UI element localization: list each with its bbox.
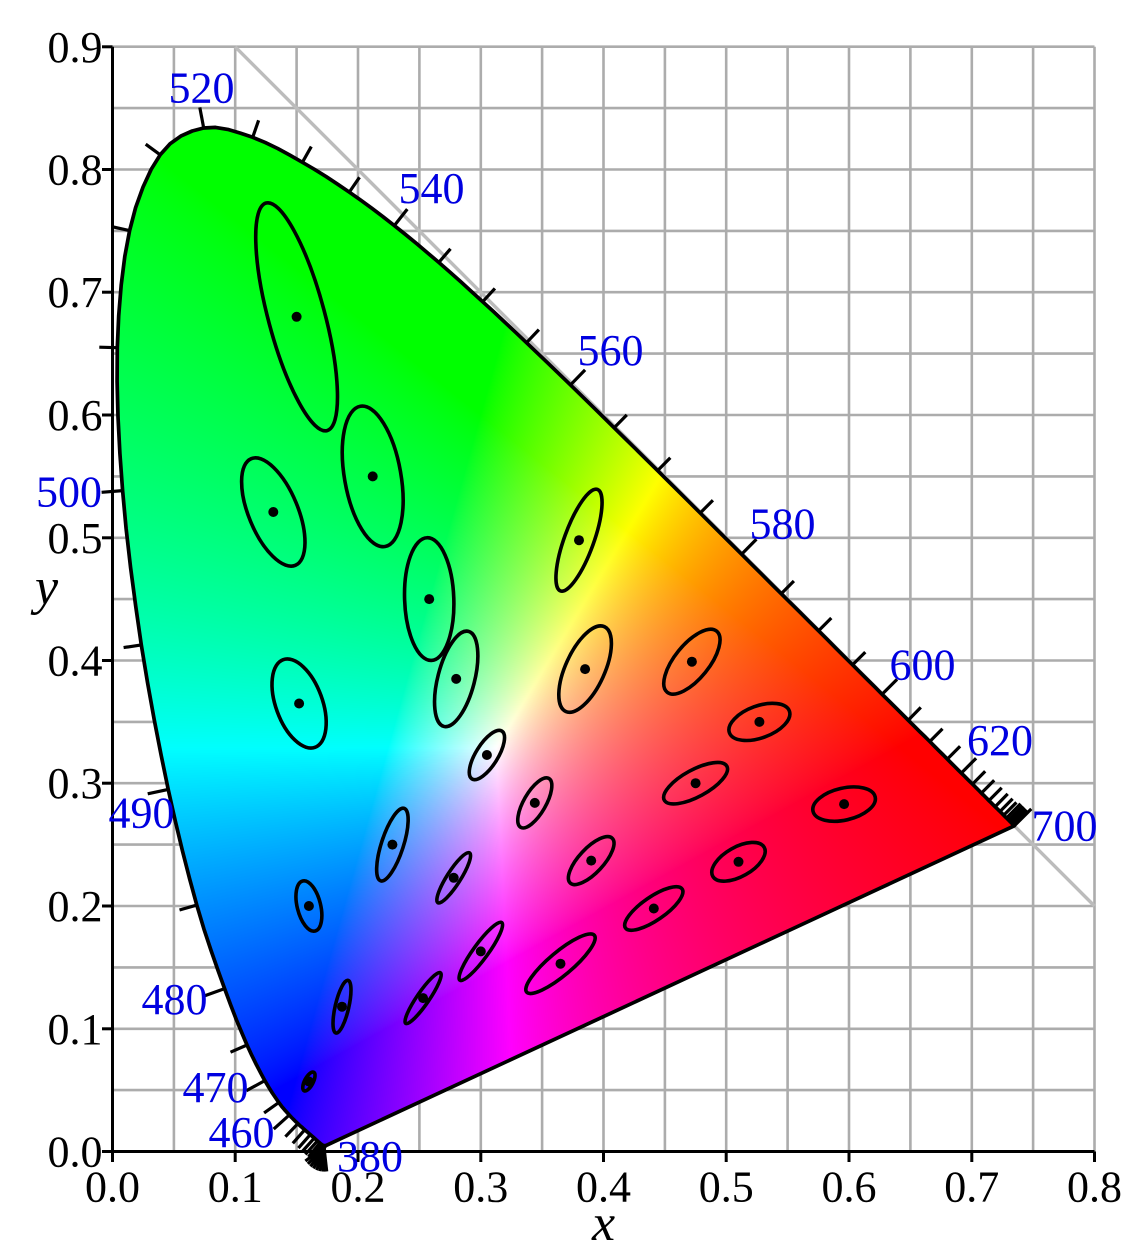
- svg-text:0.7: 0.7: [48, 268, 103, 317]
- svg-text:480: 480: [142, 975, 208, 1024]
- svg-text:0.0: 0.0: [85, 1163, 140, 1212]
- svg-text:460: 460: [209, 1108, 275, 1157]
- svg-text:0.4: 0.4: [576, 1163, 631, 1212]
- svg-text:0.3: 0.3: [48, 759, 103, 808]
- svg-text:0.5: 0.5: [699, 1163, 754, 1212]
- svg-text:0.6: 0.6: [48, 391, 103, 440]
- svg-text:y: y: [30, 559, 59, 616]
- svg-text:0.1: 0.1: [208, 1163, 263, 1212]
- svg-text:0.1: 0.1: [48, 1005, 103, 1054]
- svg-text:0.2: 0.2: [331, 1163, 386, 1212]
- svg-text:0.4: 0.4: [48, 637, 103, 686]
- svg-text:520: 520: [169, 63, 235, 112]
- svg-text:580: 580: [750, 500, 816, 549]
- svg-text:600: 600: [890, 641, 956, 690]
- svg-text:500: 500: [36, 468, 102, 517]
- svg-text:0.0: 0.0: [48, 1128, 103, 1177]
- svg-text:700: 700: [1032, 802, 1098, 851]
- svg-text:0.6: 0.6: [822, 1163, 877, 1212]
- svg-text:0.8: 0.8: [1067, 1163, 1122, 1212]
- svg-text:540: 540: [399, 164, 465, 213]
- svg-text:0.9: 0.9: [48, 23, 103, 72]
- svg-text:x: x: [591, 1195, 615, 1252]
- svg-text:0.3: 0.3: [453, 1163, 508, 1212]
- svg-text:0.2: 0.2: [48, 882, 103, 931]
- svg-text:560: 560: [578, 326, 644, 375]
- svg-text:0.7: 0.7: [944, 1163, 999, 1212]
- svg-text:490: 490: [109, 789, 175, 838]
- svg-text:620: 620: [967, 716, 1033, 765]
- svg-text:0.5: 0.5: [48, 514, 103, 563]
- svg-text:380: 380: [337, 1132, 403, 1181]
- svg-text:0.8: 0.8: [48, 146, 103, 195]
- svg-text:470: 470: [183, 1063, 249, 1112]
